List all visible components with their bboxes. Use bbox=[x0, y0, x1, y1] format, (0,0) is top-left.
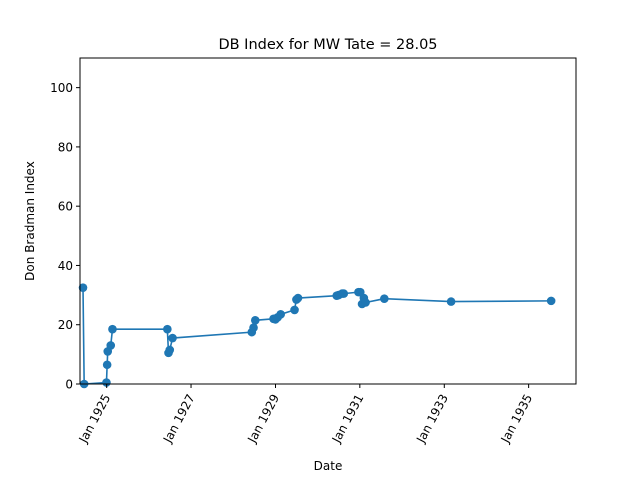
data-point bbox=[276, 310, 285, 319]
data-point bbox=[290, 305, 299, 315]
data-point bbox=[361, 298, 370, 307]
y-tick-label: 100 bbox=[50, 81, 73, 95]
plot-frame bbox=[79, 57, 577, 385]
data-point bbox=[168, 333, 177, 343]
plot-marks bbox=[78, 283, 556, 389]
y-axis-label: Don Bradman Index bbox=[23, 161, 37, 281]
y-tick-label: 20 bbox=[58, 318, 73, 332]
x-axis-label: Date bbox=[314, 459, 343, 473]
data-point bbox=[249, 323, 258, 332]
data-point bbox=[546, 296, 556, 306]
y-tick-label: 40 bbox=[58, 259, 73, 273]
data-point bbox=[339, 289, 349, 298]
y-tick-label: 80 bbox=[58, 140, 73, 154]
chart-title: DB Index for MW Tate = 28.05 bbox=[218, 37, 437, 53]
data-point bbox=[446, 297, 456, 306]
y-tick-label: 60 bbox=[58, 200, 73, 214]
data-point bbox=[102, 378, 111, 387]
data-point bbox=[163, 324, 172, 334]
data-point bbox=[380, 294, 389, 303]
data-point bbox=[106, 341, 116, 350]
data-point bbox=[78, 283, 88, 292]
y-tick-label: 0 bbox=[65, 378, 73, 392]
data-point bbox=[293, 293, 303, 303]
data-point bbox=[250, 315, 260, 325]
data-point bbox=[108, 324, 117, 334]
data-point bbox=[102, 360, 112, 370]
data-point bbox=[165, 345, 175, 355]
